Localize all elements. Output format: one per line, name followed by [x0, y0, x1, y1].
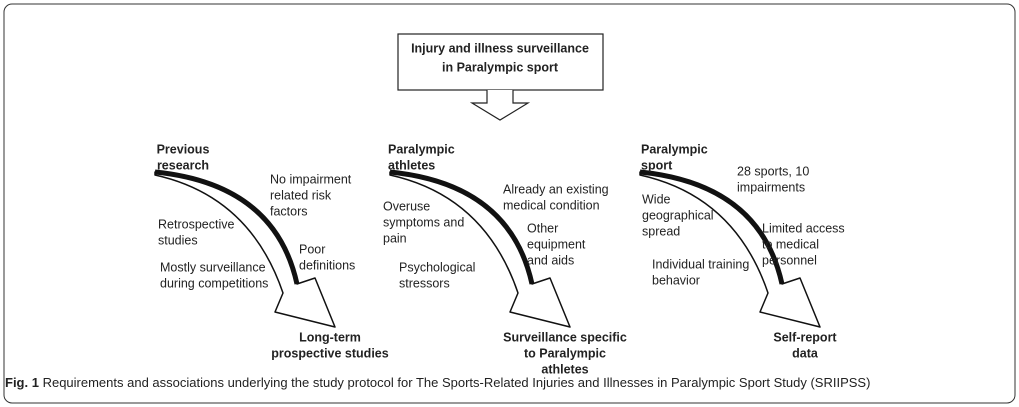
title-box: [397, 33, 604, 91]
factor-text: to medical: [762, 237, 819, 251]
factor-text: Other: [527, 221, 558, 235]
factor-text: Wide: [642, 192, 671, 206]
factor-text: factors: [270, 204, 308, 218]
caption: Fig. 1 Requirements and associations und…: [5, 375, 870, 390]
factor-text: and aids: [527, 253, 574, 267]
factor-text: impairments: [737, 180, 805, 194]
outcome-text: prospective studies: [271, 346, 388, 360]
curved-arrow-edge: [639, 169, 785, 285]
factor-text: spread: [642, 224, 680, 238]
outcome-text: data: [792, 346, 819, 360]
factor-text: 28 sports, 10: [737, 164, 809, 178]
title-line: Injury and illness surveillance: [411, 41, 589, 55]
column-heading: research: [157, 158, 209, 172]
factor-text: No impairment: [270, 172, 352, 186]
curved-arrow-edge: [154, 169, 300, 285]
down-arrow: [469, 90, 531, 121]
factor-text: medical condition: [503, 198, 600, 212]
factor-text: definitions: [299, 258, 355, 272]
factor-text: Individual training: [652, 257, 749, 271]
factor-text: behavior: [652, 273, 700, 287]
factor-text: Overuse: [383, 199, 430, 213]
outcome-text: Long-term: [299, 330, 361, 344]
column-heading: Previous: [157, 142, 210, 156]
title-line: in Paralympic sport: [442, 60, 559, 74]
factor-text: geographical: [642, 208, 714, 222]
factor-text: related risk: [270, 188, 332, 202]
column-heading: sport: [641, 158, 673, 172]
column-heading: Paralympic: [388, 142, 455, 156]
caption-text: Requirements and associations underlying…: [43, 375, 871, 390]
outcome-text: Surveillance specific: [503, 330, 627, 344]
curved-arrow-edge: [389, 169, 535, 285]
column-heading: Paralympic: [641, 142, 708, 156]
factor-text: pain: [383, 231, 407, 245]
outcome-text: athletes: [541, 362, 588, 376]
factor-text: Retrospective: [158, 217, 234, 231]
factor-text: personnel: [762, 253, 817, 267]
outcome-text: Self-report: [773, 330, 837, 344]
caption-label: Fig. 1: [5, 375, 39, 390]
factor-text: symptoms and: [383, 215, 464, 229]
factor-text: studies: [158, 233, 198, 247]
factor-text: during competitions: [160, 276, 268, 290]
column-heading: athletes: [388, 158, 435, 172]
factor-text: Psychological: [399, 260, 475, 274]
factor-text: stressors: [399, 276, 450, 290]
outcome-text: to Paralympic: [524, 346, 606, 360]
factor-text: Already an existing: [503, 182, 609, 196]
frame: [3, 3, 1016, 404]
factor-text: equipment: [527, 237, 586, 251]
factor-text: Mostly surveillance: [160, 260, 266, 274]
factor-text: Limited access: [762, 221, 845, 235]
factor-text: Poor: [299, 242, 325, 256]
